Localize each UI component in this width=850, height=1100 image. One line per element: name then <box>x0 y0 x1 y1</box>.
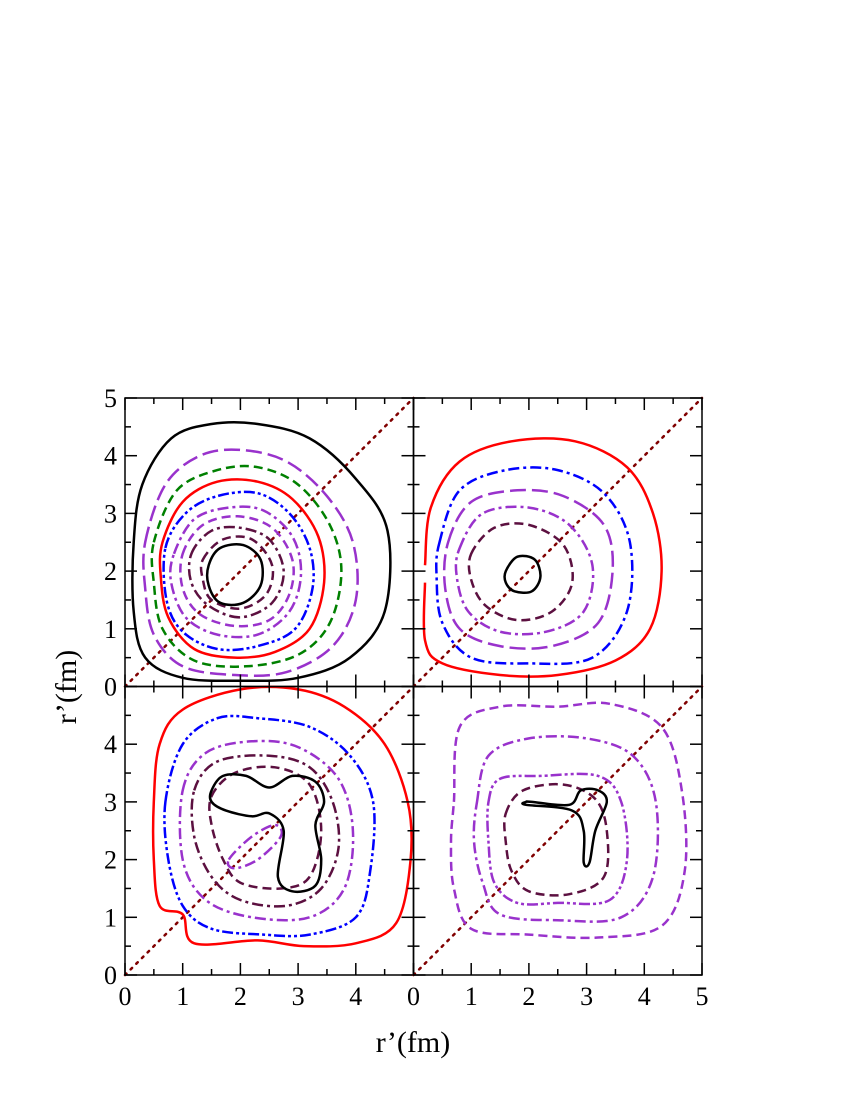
contour-line <box>503 554 542 594</box>
contour-line <box>158 478 326 659</box>
y-tick-label: 2 <box>104 846 117 875</box>
x-tick-label: 4 <box>349 982 362 1011</box>
x-tick-label: 1 <box>465 982 478 1011</box>
contour-line <box>150 464 343 668</box>
contour-line <box>472 734 660 923</box>
y-tick-label: 5 <box>104 384 117 413</box>
contour-line <box>131 420 392 683</box>
contour-line <box>454 505 595 636</box>
contour-line <box>187 525 285 619</box>
y-tick-label: 0 <box>104 673 117 702</box>
contour-line <box>486 772 629 906</box>
y-tick-label: 4 <box>104 730 117 759</box>
contour-line <box>168 505 303 639</box>
x-tick-label: 0 <box>407 982 420 1011</box>
panel <box>412 396 704 688</box>
y-tick-label: 1 <box>104 903 117 932</box>
contour-line <box>199 535 275 610</box>
x-tick-label: 2 <box>234 982 247 1011</box>
contour-line <box>449 701 688 940</box>
contour-line <box>226 823 284 870</box>
panel: 0 1 2 3 4 0 1 2 3 4 <box>104 685 415 1011</box>
contour-line <box>151 685 413 948</box>
contour-line <box>205 543 265 607</box>
panel: 0 1 2 3 4 5 <box>407 685 709 1011</box>
contour-line <box>142 448 359 677</box>
x-tick-label: 5 <box>696 982 709 1011</box>
contour-line <box>422 437 663 678</box>
x-tick-label: 1 <box>176 982 189 1011</box>
contour-line <box>521 787 609 868</box>
x-tick-label: 4 <box>638 982 651 1011</box>
contour-line <box>179 515 295 628</box>
diagonal <box>412 685 704 977</box>
contour-line <box>190 754 341 908</box>
y-tick-label: 0 <box>104 961 117 990</box>
x-tick-label: 0 <box>119 982 132 1011</box>
y-tick-label: 2 <box>104 557 117 586</box>
y-tick-label: 3 <box>104 788 117 817</box>
contour-line <box>178 739 355 922</box>
contour-line <box>163 714 376 938</box>
contour-line <box>503 782 610 897</box>
x-axis-label: r’(fm) <box>376 1026 450 1059</box>
y-axis-label: r’(fm) <box>50 650 83 724</box>
panel: 0 1 2 3 4 5 <box>104 384 415 702</box>
x-tick-label: 3 <box>292 982 305 1011</box>
x-tick-label: 3 <box>580 982 593 1011</box>
contour-line <box>467 522 574 622</box>
diagonal <box>123 685 415 977</box>
contour-line <box>442 488 615 650</box>
contour-line <box>208 773 326 894</box>
y-tick-label: 4 <box>104 442 117 471</box>
contour-line <box>162 490 315 652</box>
y-tick-label: 1 <box>104 615 117 644</box>
contour-line <box>435 466 634 666</box>
contour-line <box>208 765 323 890</box>
x-tick-label: 2 <box>522 982 535 1011</box>
y-tick-label: 3 <box>104 499 117 528</box>
